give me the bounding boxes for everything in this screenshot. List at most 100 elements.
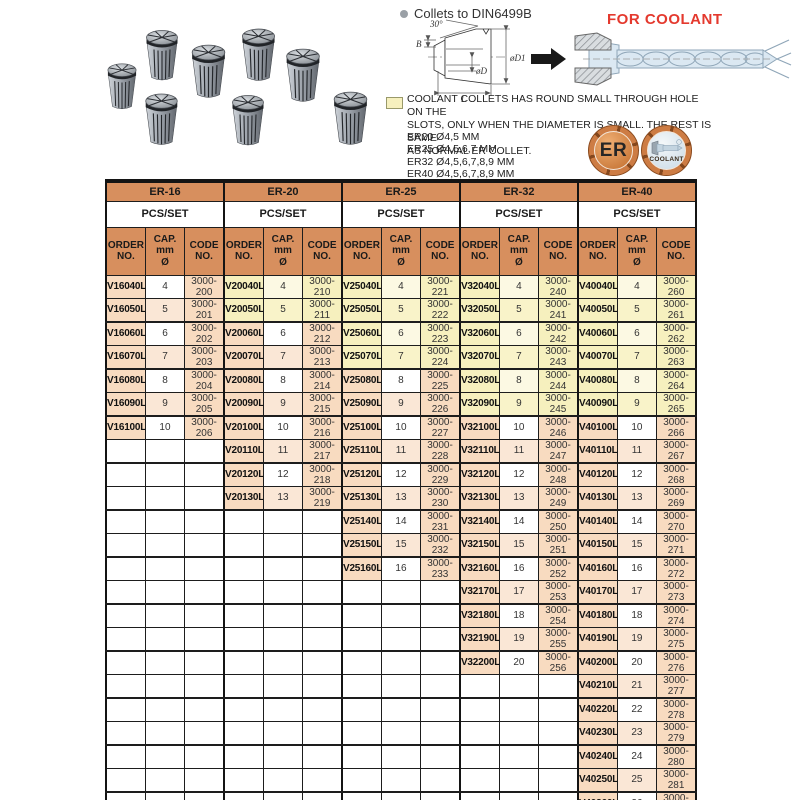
cell-empty [184, 509, 225, 534]
cell-code: 3000-232 [420, 532, 461, 558]
col-header: ORDER NO. [340, 226, 382, 276]
table-row: V40220L 22 3000-278 [105, 697, 697, 722]
cell-order: V40130L [576, 485, 618, 511]
table-row: V40240L 24 3000-280 [105, 744, 697, 769]
cell-cap: 5 [616, 297, 658, 323]
collet-dimension-diagram: 30° B øD øD1 L [416, 19, 526, 104]
col-header: CODE NO. [184, 226, 225, 276]
cell-empty [222, 579, 264, 605]
cell-empty [302, 720, 343, 746]
cell-cap: 6 [380, 321, 422, 346]
cell-cap: 15 [498, 532, 540, 558]
table-row: V40260L263000-282 [105, 791, 697, 800]
cell-code: 3000-226 [420, 391, 461, 417]
cell-cap: 9 [616, 391, 658, 417]
cell-code: 3000-264 [656, 368, 697, 393]
cell-order: V32070L [458, 344, 500, 370]
cell-empty [302, 744, 343, 769]
cell-cap: 22 [616, 697, 658, 722]
cell-empty [184, 720, 225, 746]
cell-cap: 14 [616, 509, 658, 534]
cell-empty [184, 556, 225, 581]
cell-order: V25140L [340, 509, 382, 534]
cell-empty [380, 767, 422, 793]
cell-order: V20090L [222, 391, 264, 417]
cell-empty [458, 720, 500, 746]
cell-code: 3000-273 [656, 579, 697, 605]
cell-empty [105, 767, 146, 793]
table-row: V40250L 25 3000-281 [105, 767, 697, 793]
cell-order: V25040L [340, 274, 382, 299]
cell-empty [380, 579, 422, 605]
cell-empty [222, 673, 264, 699]
cell-empty [262, 697, 304, 722]
cell-order: V16060L [105, 321, 146, 346]
cell-empty [144, 673, 186, 699]
table-row: V16050L 5 3000-201 V20050L 5 3000-211 V25050L 5… [105, 297, 697, 323]
cell-empty [105, 462, 146, 487]
cell-cap: 15 [616, 532, 658, 558]
cell-empty [144, 485, 186, 511]
cell-empty [498, 767, 540, 793]
cell-empty [538, 744, 579, 769]
cell-empty [105, 650, 146, 675]
cell-order: V40190L [576, 626, 618, 652]
pcs-set-header: PCS/SET [458, 200, 579, 228]
collet-table: ER-16 ER-20 ER-25 ER-32 ER-40 PCS/SET PCS/SET P… [105, 179, 697, 800]
cell-cap: 7 [380, 344, 422, 370]
group-header-er-25: ER-25 [340, 180, 461, 202]
cell-order: V40180L [576, 603, 618, 628]
cell-cap: 8 [380, 368, 422, 393]
cell-empty [262, 556, 304, 581]
cell-cap: 20 [498, 650, 540, 675]
pcs-set-header: PCS/SET [105, 200, 225, 228]
cell-cap: 6 [498, 321, 540, 346]
cell-code: 3000-246 [538, 415, 579, 440]
cell-cap: 10 [262, 415, 304, 440]
cell-order: V40160L [576, 556, 618, 581]
cell-cap: 11 [262, 438, 304, 464]
cell-cap: 4 [262, 274, 304, 299]
table-row: V20110L 11 3000-217 V25110L 11 3000-228 V32110… [105, 438, 697, 464]
cell-order: V40110L [576, 438, 618, 464]
cell-code: 3000-206 [184, 415, 225, 440]
cell-code: 3000-270 [656, 509, 697, 534]
cell-empty [144, 532, 186, 558]
cell-empty [262, 650, 304, 675]
cell-empty [105, 626, 146, 652]
col-header: CAP. mm Ø [144, 226, 186, 276]
col-header: ORDER NO. [576, 226, 618, 276]
er-badge: ER [588, 125, 639, 176]
cell-empty [144, 579, 186, 605]
cell-empty [538, 697, 579, 722]
pcs-set-header: PCS/SET [340, 200, 461, 228]
cell-empty [184, 462, 225, 487]
cell-cap: 4 [498, 274, 540, 299]
cell-order: V16070L [105, 344, 146, 370]
cell-empty [184, 650, 225, 675]
cell-empty [498, 791, 540, 800]
cell-order: V20120L [222, 462, 264, 487]
cell-empty [144, 556, 186, 581]
cell-cap: 8 [616, 368, 658, 393]
din-note-text: Collets to DIN6499B [414, 6, 532, 21]
cell-code: 3000-248 [538, 462, 579, 487]
cell-cap: 16 [498, 556, 540, 581]
cell-empty [144, 462, 186, 487]
cell-empty [420, 791, 461, 800]
cell-empty [498, 673, 540, 699]
cell-empty [222, 556, 264, 581]
cell-code: 3000-230 [420, 485, 461, 511]
coolant-badge-label: COOLANT [649, 155, 684, 163]
cell-cap: 17 [616, 579, 658, 605]
table-row: V20130L 13 3000-219 V25130L 13 3000-230 V32130… [105, 485, 697, 511]
cell-empty [420, 744, 461, 769]
cell-empty [105, 556, 146, 581]
cell-order: V40100L [576, 415, 618, 440]
cell-empty [302, 767, 343, 793]
cell-code: 3000-279 [656, 720, 697, 746]
cell-order: V16040L [105, 274, 146, 299]
table-row: V25140L 14 3000-231 V32140L 14 3000-250 V40140… [105, 509, 697, 534]
cell-code: 3000-225 [420, 368, 461, 393]
cell-empty [222, 650, 264, 675]
